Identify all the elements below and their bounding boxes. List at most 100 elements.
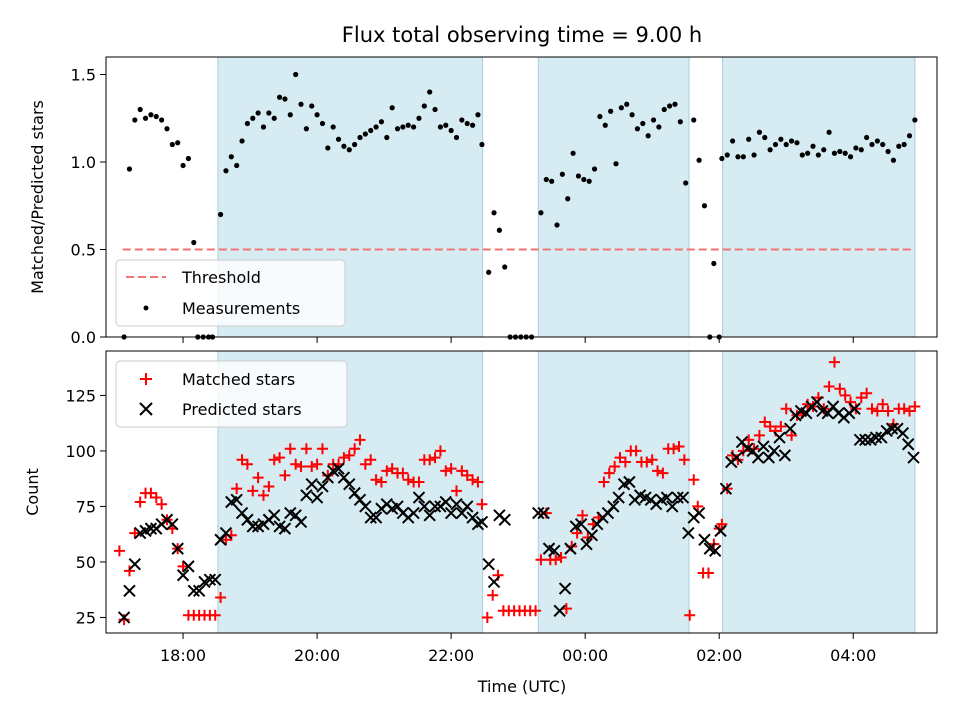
matched-star-point [775, 420, 787, 432]
predicted-star-point [548, 544, 561, 558]
matched-star-point [300, 443, 312, 455]
measurement-point [559, 171, 565, 177]
matched-star-point [440, 465, 452, 477]
bottom-y-axis-label: Count [23, 468, 42, 516]
top-ytick-label: 1.5 [71, 66, 96, 85]
measurement-point [469, 122, 476, 128]
bottom-x-ticks: 18:00 20:00 22:00 00:00 02:00 04:00 [160, 633, 876, 665]
predicted-star-point [332, 462, 345, 475]
matched-star-point [576, 509, 588, 521]
measurement-point [701, 203, 708, 209]
measurement-point [890, 157, 897, 163]
measurement-point [538, 210, 544, 216]
measurement-point [352, 141, 358, 148]
measurement-point [421, 103, 427, 109]
predicted-star-point [359, 500, 372, 513]
measurement-point [341, 143, 347, 149]
measurement-point [496, 227, 502, 233]
xtick-label: 00:00 [562, 646, 608, 665]
predicted-star-point [778, 449, 792, 462]
measurement-point [730, 138, 736, 144]
predicted-star-point [853, 433, 867, 447]
matched-star-point [898, 403, 910, 415]
predicted-star-point [300, 489, 313, 502]
matched-star-point [487, 589, 499, 601]
predicted-star-point [692, 506, 706, 520]
measurement-point [293, 71, 299, 78]
predicted-star-point [719, 482, 733, 495]
matched-star-point [316, 443, 328, 455]
predicted-star-point [305, 478, 318, 491]
top-legend-box [115, 259, 346, 327]
measurement-point [613, 161, 619, 167]
threshold-legend-label: Threshold [181, 268, 261, 287]
measurement-point [656, 124, 662, 130]
matched-star-point [263, 480, 275, 492]
measurement-point [475, 112, 481, 118]
predicted-legend-label: Predicted stars [182, 400, 302, 419]
measurement-point [696, 157, 702, 163]
measurement-point [586, 178, 592, 184]
measurement-point [645, 133, 651, 139]
matched-star-point [530, 605, 542, 617]
matched-star-point [365, 454, 377, 466]
measurement-point [335, 136, 342, 142]
measurement-point [906, 133, 913, 139]
matched-legend-icon [140, 373, 152, 385]
predicted-star-point [757, 440, 770, 453]
predicted-star-point [623, 475, 636, 489]
measurement-point [491, 210, 497, 216]
matched-star-point [413, 476, 425, 488]
predicted-star-point [182, 560, 195, 573]
bottom-legend: Matched stars Predicted stars [115, 360, 348, 428]
measurement-point [384, 134, 390, 141]
measurement-point [239, 138, 245, 144]
measurement-point [394, 126, 401, 132]
measurement-point [234, 162, 240, 169]
measurement-point [602, 122, 608, 128]
measurement-point [826, 129, 832, 135]
matched-star-point [582, 532, 594, 544]
measurement-point [459, 117, 465, 123]
measurement-point [667, 103, 673, 109]
matched-star-point [839, 389, 851, 401]
predicted-star-point [773, 431, 786, 444]
measurement-point [650, 117, 657, 123]
predicted-star-point [176, 569, 190, 582]
measurement-point [912, 117, 918, 123]
matched-star-point [247, 485, 259, 497]
matched-star-point [702, 567, 714, 579]
matched-star-point [652, 465, 664, 477]
matched-star-point [338, 452, 350, 464]
predicted-star-point [230, 493, 243, 506]
matched-star-point [646, 454, 658, 466]
matched-star-point [268, 454, 280, 466]
matched-star-point [668, 443, 680, 455]
measurement-point [724, 152, 730, 158]
predicted-star-point [475, 515, 489, 529]
predicted-star-point [412, 491, 426, 504]
bottom-legend-box [115, 360, 348, 428]
measurement-point [672, 101, 678, 107]
predicted-star-point [268, 509, 281, 522]
predicted-star-point [450, 498, 463, 511]
measurement-point [405, 122, 411, 128]
matched-star-point [424, 454, 436, 466]
measurement-point [746, 136, 752, 142]
measurement-point [180, 162, 186, 169]
measurement-point [597, 113, 603, 120]
predicted-star-point [574, 517, 588, 531]
bottom-y-ticks: 25 50 75 100 125 [65, 386, 106, 627]
measurements-series [121, 71, 918, 340]
matched-star-point [370, 474, 382, 486]
xtick-label: 04:00 [830, 646, 876, 665]
measurement-point [427, 89, 433, 95]
measurement-point [271, 115, 277, 121]
predicted-star-point [487, 575, 501, 589]
predicted-star-point [612, 491, 625, 504]
matched-star-point [866, 403, 878, 415]
matched-star-point [535, 554, 547, 566]
predicted-star-point [246, 520, 259, 533]
measurement-point [137, 106, 143, 113]
